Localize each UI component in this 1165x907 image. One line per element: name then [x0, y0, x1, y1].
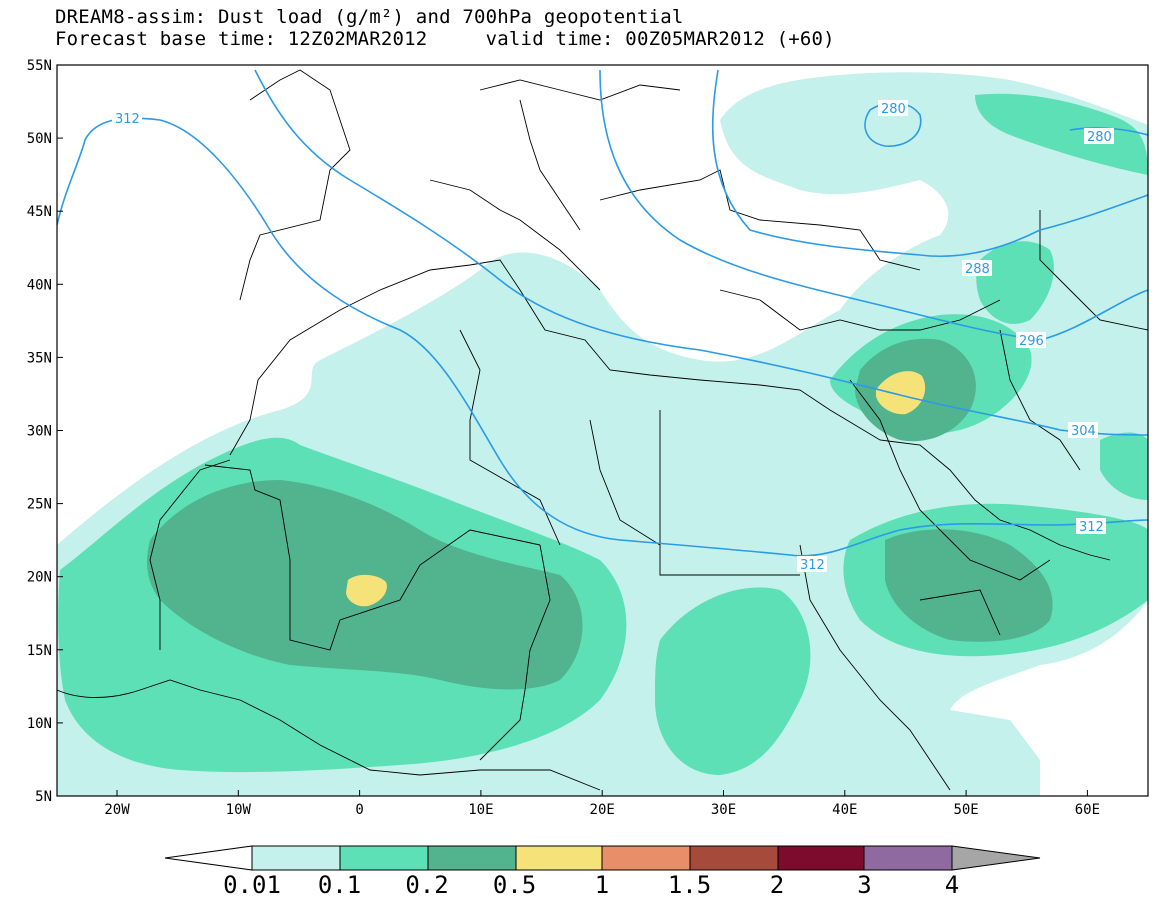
lon-label: 40E — [832, 802, 857, 818]
colorbar-swatch-3 — [427, 845, 517, 871]
colorbar-label: 1 — [595, 871, 609, 899]
colorbar-label: 0.1 — [318, 871, 361, 899]
lat-label: 20N — [27, 570, 52, 586]
map-title-line-1: DREAM8-assim: Dust load (g/m²) and 700hP… — [55, 6, 684, 28]
contour-label-296: 296 — [1019, 334, 1044, 349]
colorbar-swatch-5 — [601, 845, 691, 871]
map-title-line-2: Forecast base time: 12Z02MAR2012 valid t… — [55, 28, 835, 50]
colorbar-swatch-7 — [777, 845, 865, 871]
colorbar-swatch-8 — [863, 845, 953, 871]
latitude-axis: 55N 50N 45N 40N 35N 30N 25N 20N 15N 10N 5N — [27, 58, 63, 805]
colorbar-label: 4 — [945, 871, 959, 899]
colorbar-swatch-2 — [339, 845, 429, 871]
contour-label-280-center: 280 — [881, 102, 906, 117]
lat-label: 50N — [27, 131, 52, 147]
lon-label: 20W — [104, 802, 130, 818]
lon-label: 60E — [1075, 802, 1100, 818]
colorbar-upper-arrow — [951, 845, 1041, 871]
colorbar-label: 2 — [770, 871, 784, 899]
colorbar-label: 0.2 — [405, 871, 448, 899]
colorbar-labels: 0.01 0.1 0.2 0.5 1 1.5 2 3 4 — [223, 871, 959, 899]
lat-label: 45N — [27, 204, 52, 220]
longitude-axis: 20W 10W 0 10E 20E 30E 40E 50E 60E — [104, 790, 1100, 818]
colorbar-label: 1.5 — [668, 871, 711, 899]
contour-label-312-west: 312 — [115, 112, 140, 127]
lon-label: 50E — [953, 802, 978, 818]
lon-label: 20E — [590, 802, 615, 818]
lat-label: 40N — [27, 277, 52, 293]
lon-label: 0 — [355, 802, 363, 818]
lon-label: 10W — [226, 802, 252, 818]
contour-label-304: 304 — [1071, 424, 1096, 439]
lon-label: 10E — [468, 802, 493, 818]
colorbar-label: 0.01 — [223, 871, 281, 899]
contour-labels: 312 280 280 288 296 304 312 312 — [112, 100, 1114, 573]
geopotential-contours — [57, 69, 1148, 557]
colorbar-label: 0.5 — [493, 871, 536, 899]
colorbar-swatch-6 — [689, 845, 779, 871]
country-borders — [57, 69, 1148, 791]
lat-label: 55N — [27, 58, 52, 74]
colorbar-swatch-4 — [515, 845, 603, 871]
lat-label: 15N — [27, 643, 52, 659]
lat-label: 5N — [35, 789, 52, 805]
colorbar-swatch-1 — [251, 845, 341, 871]
lat-label: 30N — [27, 424, 52, 440]
lat-label: 10N — [27, 716, 52, 732]
lat-label: 35N — [27, 350, 52, 366]
contour-label-312-east: 312 — [1079, 520, 1104, 535]
lon-label: 30E — [711, 802, 736, 818]
contour-label-280-east: 280 — [1087, 130, 1112, 145]
lat-label: 25N — [27, 497, 52, 513]
colorbar-label: 3 — [857, 871, 871, 899]
colorbar-lower-arrow — [164, 845, 253, 871]
dust-level-0.5 — [346, 371, 926, 607]
contour-label-312-south: 312 — [800, 558, 825, 573]
colorbar: 0.01 0.1 0.2 0.5 1 1.5 2 3 4 — [164, 845, 1041, 899]
contour-label-288: 288 — [965, 262, 990, 277]
